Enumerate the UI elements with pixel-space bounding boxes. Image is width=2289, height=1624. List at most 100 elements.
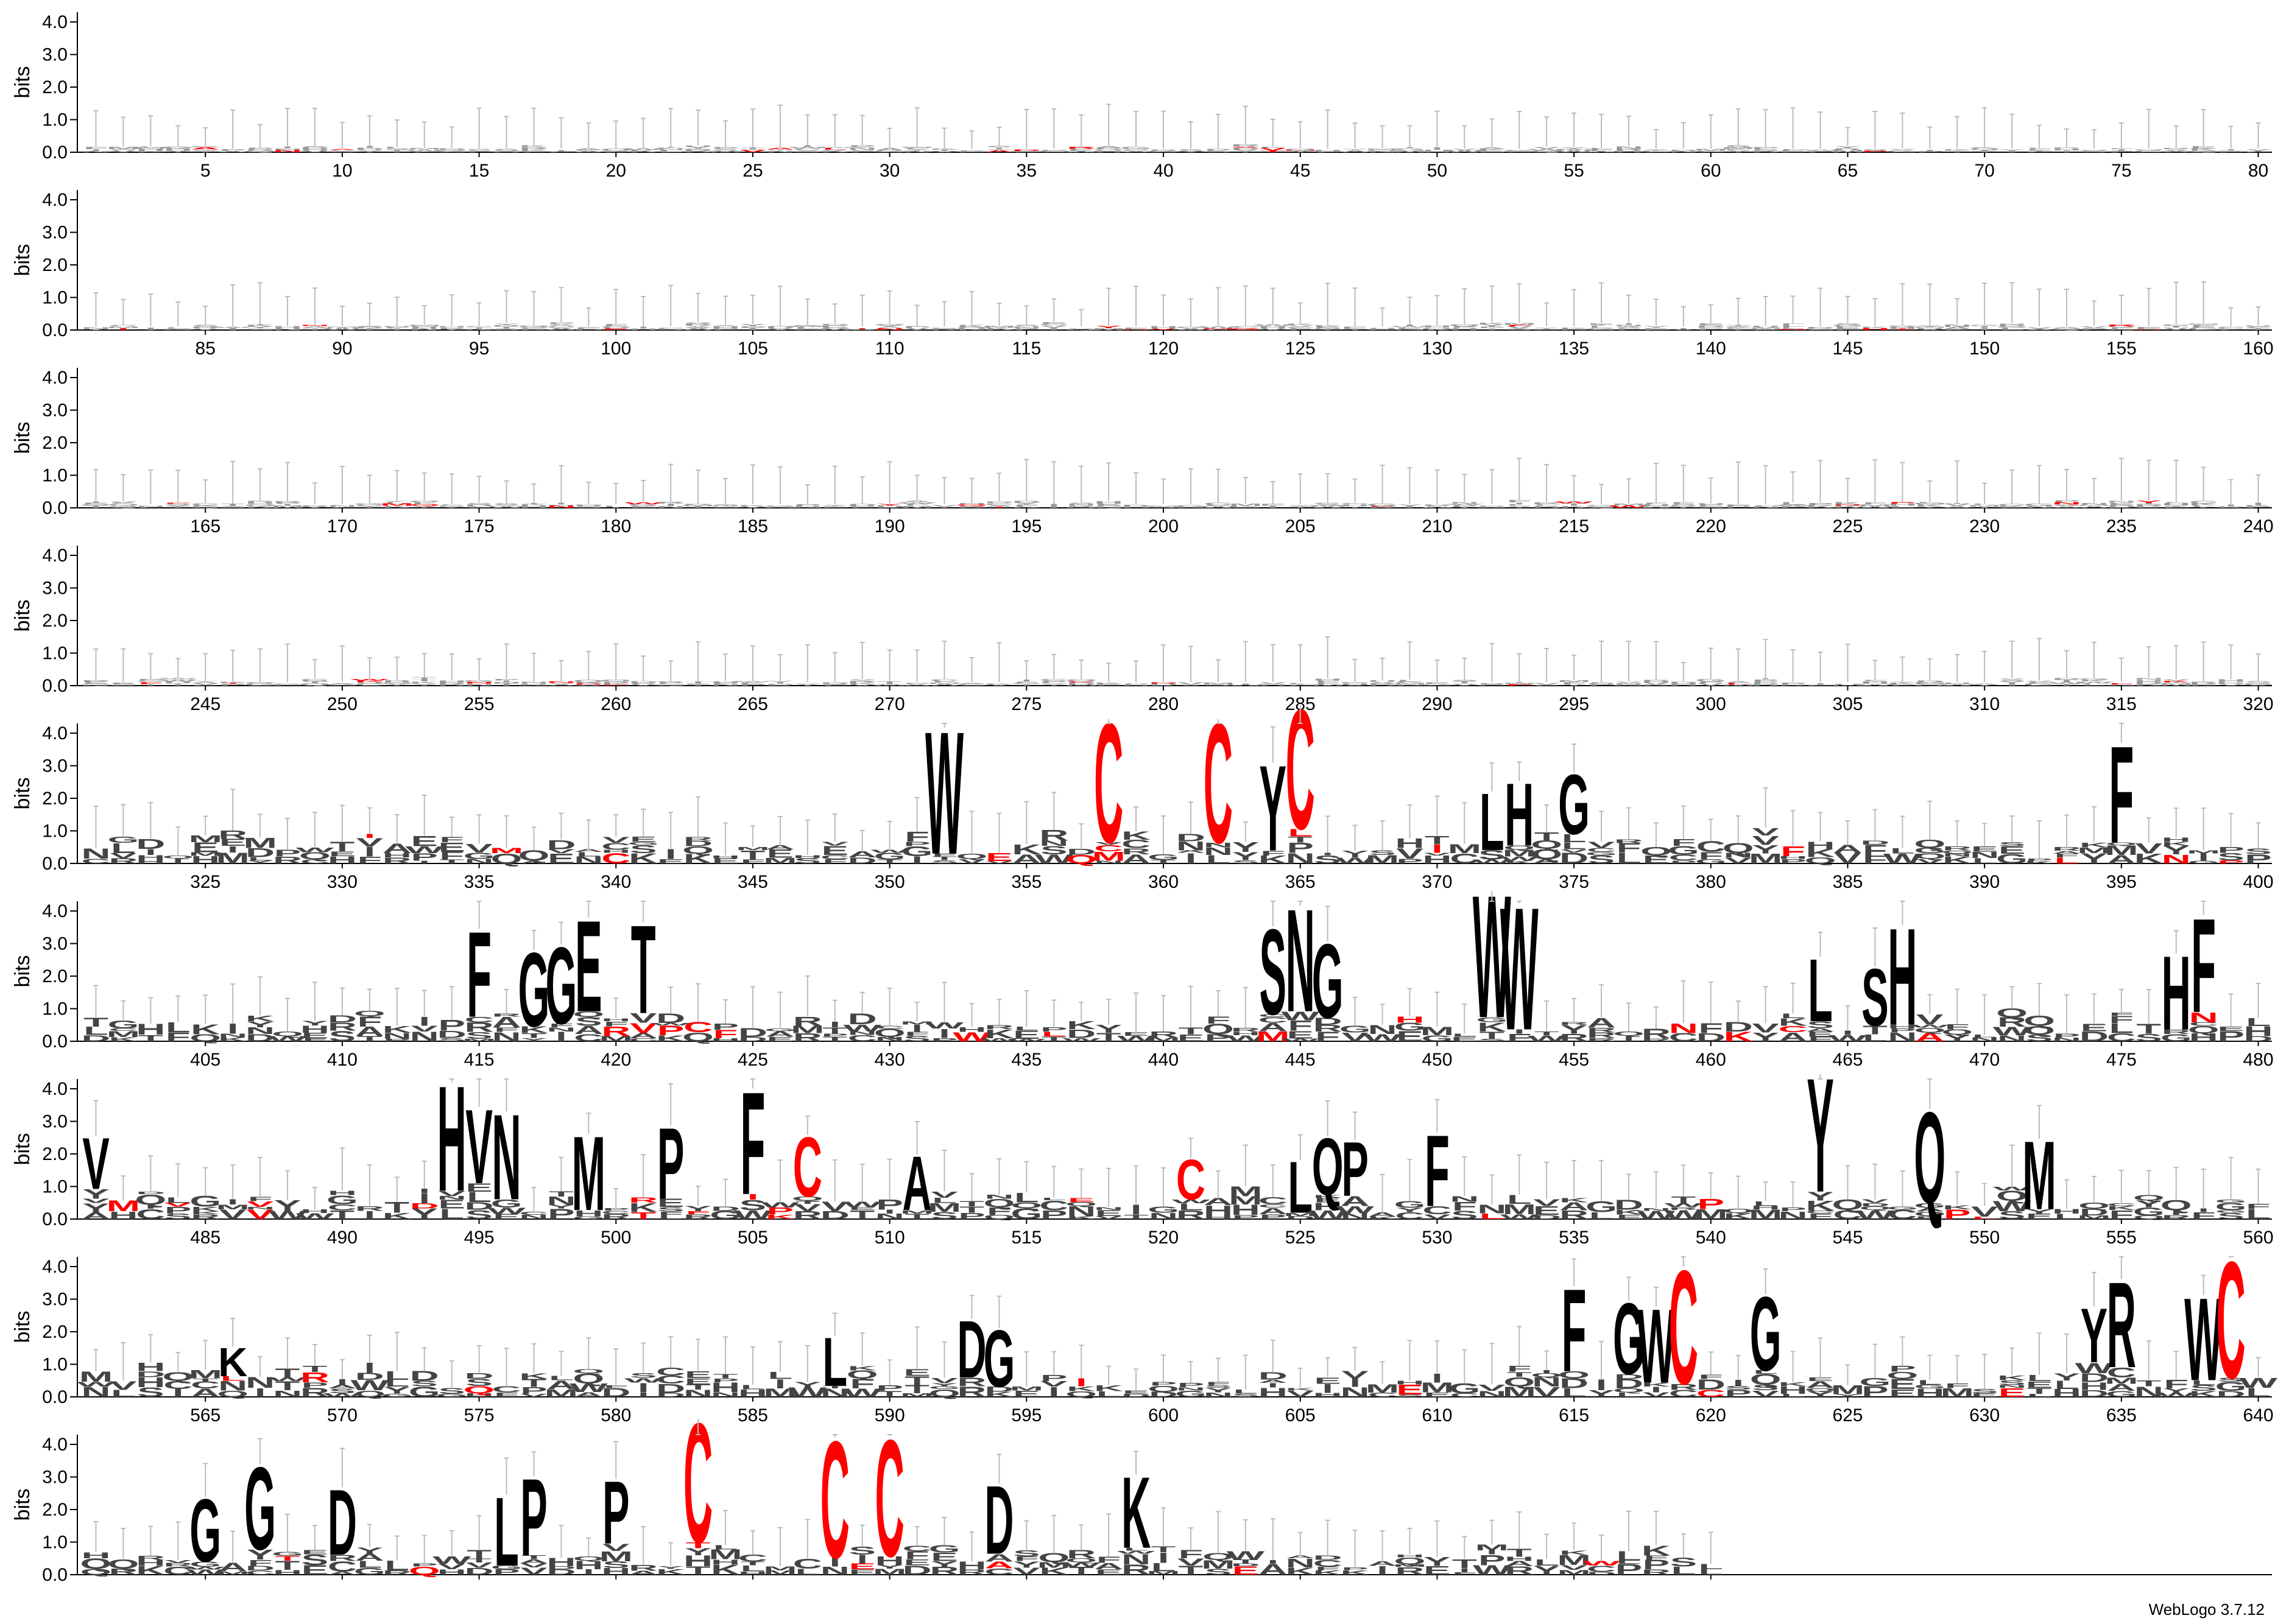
logo-letter: H [1888, 1024, 1917, 1029]
logo-letter: H [328, 1189, 357, 1197]
logo-letter: I [1842, 1029, 1853, 1036]
logo-letter: Q [1585, 505, 1617, 509]
logo-letter: Y [1861, 681, 1888, 682]
logo-letter: D [437, 148, 467, 150]
y-tick-label: 2.0 [42, 789, 68, 809]
logo-letter: V [1889, 326, 1916, 328]
x-tick-label: 625 [1832, 1405, 1863, 1425]
logo-letter: Q [1065, 507, 1097, 508]
logo-letter: G [2078, 678, 2110, 681]
logo-letter: H [1341, 504, 1370, 507]
logo-letter: V [302, 150, 329, 153]
x-tick-label: 430 [875, 1050, 905, 1070]
logo-letter: R [1559, 1022, 1589, 1026]
logo-letter: R [793, 1014, 822, 1028]
logo-letter: I [364, 844, 376, 860]
logo-letter: A [683, 327, 713, 331]
logo-letter: W [816, 147, 855, 149]
logo-letter: F [521, 151, 546, 153]
logo-letter: G [464, 680, 495, 683]
x-tick-label: 95 [469, 339, 489, 359]
logo-letter: R [957, 329, 986, 331]
logo-letter: N [2025, 505, 2054, 508]
logo-letter: R [793, 1032, 822, 1044]
logo-letter: P [2217, 845, 2244, 855]
logo-letter: C [629, 1038, 658, 1042]
logo-letter: F [1315, 1029, 1340, 1044]
logo-letter: K [601, 683, 630, 685]
x-tick-label: 150 [1969, 339, 2000, 359]
logo-letter: Y [876, 325, 903, 328]
x-tick-label: 575 [464, 1405, 495, 1425]
logo-letter: G [1339, 682, 1371, 684]
logo-letter: T [1726, 325, 1751, 326]
logo-letter: P [1807, 502, 1833, 505]
logo-letter: K [108, 1036, 138, 1043]
x-tick-label: 45 [1290, 161, 1310, 181]
logo-letter: G [1120, 146, 1152, 150]
y-tick-label: 2.0 [42, 433, 68, 453]
logo-letter: F [1562, 681, 1587, 685]
logo-letter: F [1014, 328, 1039, 331]
logo-letter: S [1451, 680, 1478, 681]
logo-letter: M [107, 146, 141, 150]
logo-letter: T [412, 677, 437, 681]
logo-letter: W [1281, 1009, 1319, 1023]
logo-letter: K [683, 851, 713, 866]
logo-letter-y-544: Y [1807, 1046, 1833, 1227]
logo-letter: C [2217, 328, 2246, 329]
logo-letter: D [1067, 847, 1096, 857]
logo-letter: G [1503, 150, 1535, 152]
logo-letter: N [1942, 852, 1972, 857]
logo-letter: F [2109, 1012, 2134, 1017]
x-tick-label: 50 [1427, 161, 1447, 181]
logo-letter: R [2107, 324, 2136, 327]
logo-letter: W [1637, 507, 1676, 508]
logo-letter: Y [247, 1020, 273, 1028]
logo-letter: V [1916, 1011, 1944, 1028]
logo-letter: Q [874, 1027, 906, 1039]
logo-letter: P [1506, 684, 1532, 686]
logo-letter: I [1815, 683, 1826, 685]
x-tick-label: 595 [1011, 1405, 1042, 1425]
logo-letter: R [2162, 147, 2191, 149]
logo-letter: T [2191, 507, 2216, 508]
logo-letter: K [245, 1014, 275, 1024]
logo-letter: V [931, 1377, 958, 1385]
logo-letter: V [958, 858, 986, 865]
logo-letter: S [1724, 145, 1751, 149]
logo-letter: R [1231, 144, 1260, 147]
logo-letter: V [630, 1020, 657, 1036]
logo-letter: K [984, 327, 1014, 331]
logo-letter-e-419: E [575, 894, 602, 1039]
logo-letter: C [1587, 847, 1616, 853]
logo-letter: C [1915, 683, 1944, 686]
logo-letter: M [107, 1030, 141, 1039]
logo-letter: I [802, 145, 814, 147]
logo-letter: F [604, 1020, 629, 1027]
logo-letter: C [1121, 149, 1151, 152]
logo-letter: R [355, 326, 384, 329]
logo-letter: E [712, 683, 739, 684]
logo-letter: T [768, 149, 793, 150]
logo-letter: E [602, 150, 629, 152]
y-tick-label: 4.0 [42, 723, 68, 743]
logo-letter: K [1504, 860, 1534, 865]
logo-letter: M [2077, 846, 2111, 855]
logo-letter: D [1067, 682, 1096, 686]
logo-letter: E [1807, 1377, 1833, 1382]
logo-letter: P [1205, 149, 1232, 152]
logo-letter: N [519, 681, 548, 684]
logo-letter: W [1856, 506, 1895, 508]
x-tick-label: 40 [1153, 161, 1173, 181]
logo-letter: N [1888, 1030, 1917, 1044]
logo-letter: C [1231, 326, 1260, 329]
logo-letter: E [2217, 150, 2244, 153]
x-tick-label: 75 [2111, 161, 2131, 181]
x-tick-label: 15 [469, 161, 489, 181]
logo-letter: A [574, 684, 603, 686]
logo-letter: M [1502, 683, 1536, 684]
logo-letter: F [822, 858, 847, 865]
logo-letter: D [875, 505, 905, 508]
logo-letter: E [630, 835, 657, 843]
